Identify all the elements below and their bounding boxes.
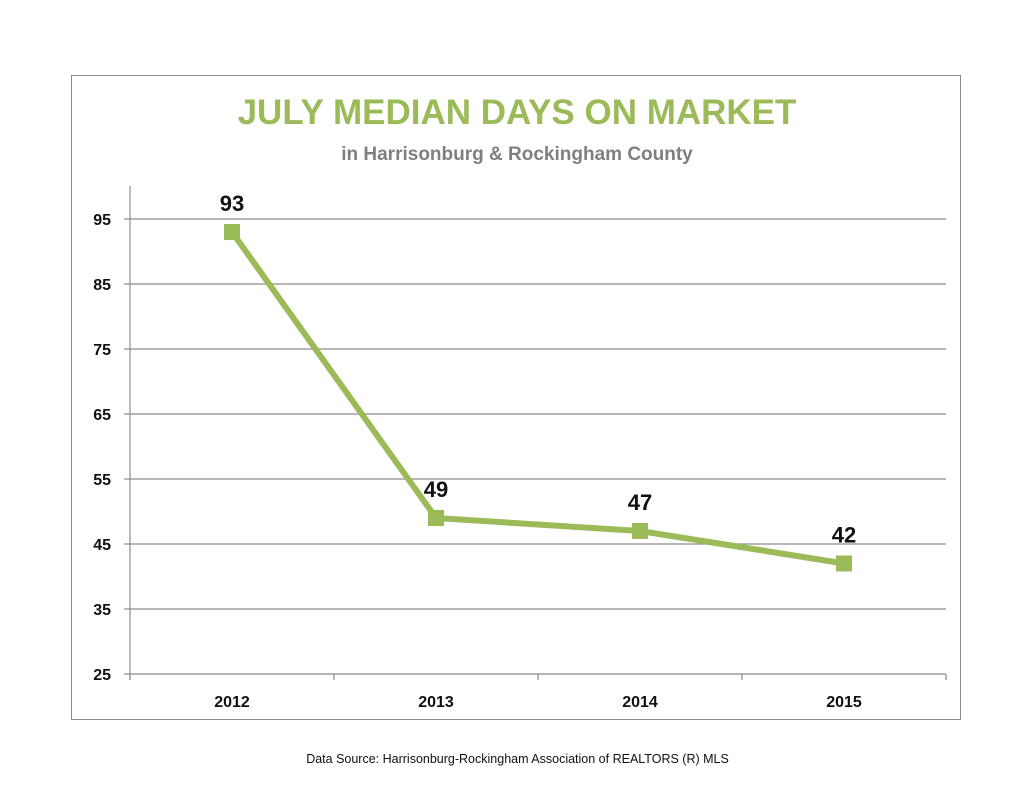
line-chart: JULY MEDIAN DAYS ON MARKET in Harrisonbu… bbox=[93, 93, 947, 711]
data-point-marker bbox=[428, 510, 444, 526]
data-source-note: Data Source: Harrisonburg-Rockingham Ass… bbox=[306, 752, 729, 766]
y-tick-label: 45 bbox=[93, 537, 111, 554]
y-tick-label: 85 bbox=[93, 277, 111, 294]
series-layer bbox=[224, 224, 852, 572]
data-label: 93 bbox=[220, 191, 244, 216]
data-point-marker bbox=[632, 523, 648, 539]
y-tick-label: 65 bbox=[93, 407, 111, 424]
y-tick-label: 55 bbox=[93, 472, 111, 489]
data-label: 42 bbox=[832, 523, 856, 548]
chart-frame bbox=[71, 75, 961, 720]
y-tick-label: 95 bbox=[93, 212, 111, 229]
data-point-marker bbox=[224, 224, 240, 240]
data-label: 47 bbox=[628, 490, 652, 515]
data-label: 49 bbox=[424, 477, 448, 502]
chart-subtitle: in Harrisonburg & Rockingham County bbox=[341, 144, 693, 165]
series-line bbox=[229, 229, 847, 567]
y-tick-label: 25 bbox=[93, 667, 111, 684]
data-labels: 93 49 47 42 bbox=[220, 191, 856, 548]
axes: 25 35 45 55 65 75 85 95 2012 2013 2014 2015 bbox=[93, 186, 947, 711]
chart-title: JULY MEDIAN DAYS ON MARKET bbox=[238, 93, 797, 132]
data-point-marker bbox=[836, 555, 852, 572]
gridlines bbox=[130, 218, 946, 610]
x-tick-label: 2012 bbox=[214, 694, 250, 711]
x-tick-label: 2013 bbox=[418, 694, 454, 711]
x-tick-label: 2015 bbox=[826, 694, 862, 711]
y-tick-label: 75 bbox=[93, 342, 111, 359]
x-tick-label: 2014 bbox=[622, 694, 658, 711]
y-tick-label: 35 bbox=[93, 602, 111, 619]
